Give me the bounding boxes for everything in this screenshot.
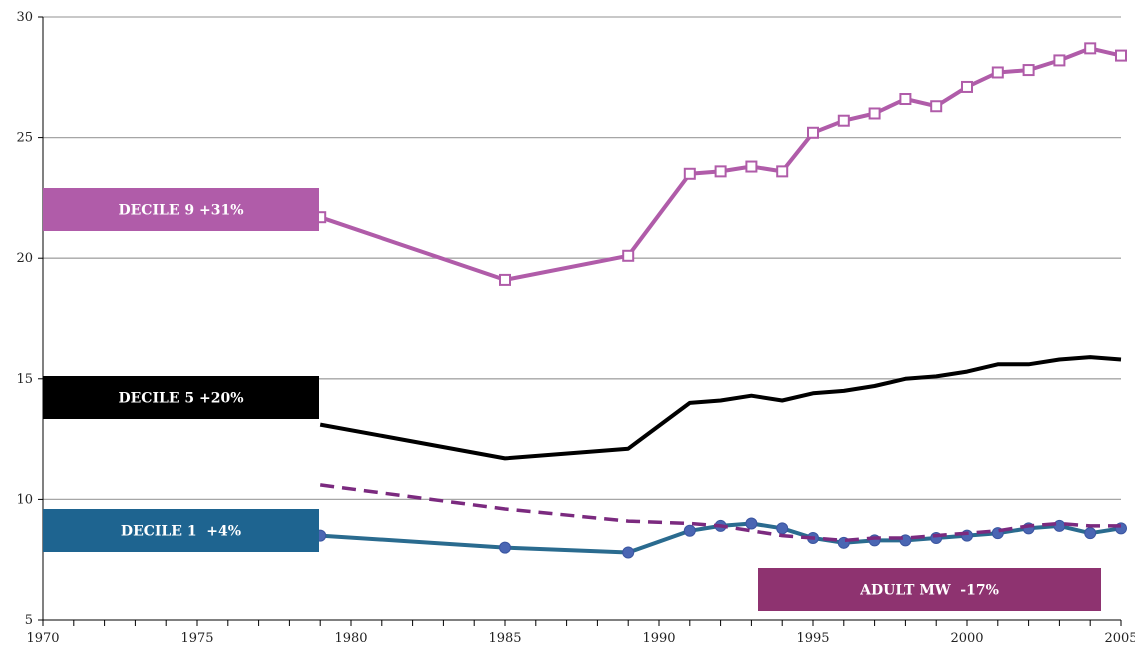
y-tick-label: 10	[16, 492, 33, 507]
data-point	[1022, 64, 1035, 77]
series-line-1	[319, 355, 1122, 461]
label-box-decile-5	[43, 376, 319, 419]
label-decile-5: DECILE 5 +20%	[118, 391, 243, 407]
label-decile-9: DECILE 9 +31%	[118, 203, 243, 219]
x-tick-label: 1980	[334, 631, 367, 646]
data-point	[837, 114, 850, 127]
x-tick-label: 2000	[950, 631, 983, 646]
data-point	[776, 522, 789, 535]
label-decile-1: DECILE 1 +4%	[121, 524, 241, 540]
x-tick-label: 2005	[1104, 631, 1135, 646]
data-point	[683, 524, 696, 537]
data-point	[622, 249, 635, 262]
x-tick-label: 1970	[26, 631, 59, 646]
label-box-adult-mw	[758, 568, 1101, 611]
series-lines	[314, 42, 1127, 559]
data-point	[745, 517, 758, 530]
label-box-decile-1	[43, 509, 319, 552]
data-point	[1115, 49, 1127, 62]
data-point	[899, 93, 912, 106]
y-tick-label: 5	[25, 613, 33, 628]
y-tick-label: 25	[16, 131, 33, 146]
x-tick-label: 1995	[796, 631, 829, 646]
label-box-decile-9	[43, 188, 319, 231]
data-point	[961, 80, 973, 93]
data-point	[1053, 519, 1066, 532]
data-point	[499, 541, 511, 554]
data-point	[776, 165, 789, 178]
data-point	[499, 273, 511, 286]
axes: 5 10 15 20 25 30 1970 1975 1980 1985 1990 1995 2000 2…	[16, 10, 1135, 646]
data-point	[745, 160, 758, 173]
y-tick-label: 30	[16, 10, 33, 25]
series-line-3	[319, 483, 1121, 543]
data-point	[1084, 42, 1097, 55]
data-point	[1084, 527, 1097, 540]
data-point	[868, 107, 881, 120]
x-tick-label: 1975	[180, 631, 213, 646]
data-point	[683, 167, 696, 180]
label-adult-mw: ADULT MW -17%	[859, 583, 999, 599]
y-tick-label: 20	[16, 251, 33, 266]
data-point	[714, 165, 727, 178]
data-point	[930, 100, 943, 113]
x-tick-label: 1985	[488, 631, 521, 646]
gridlines	[43, 16, 1121, 501]
data-point	[622, 546, 635, 559]
series-label-boxes: DECILE 9 +31% DECILE 5 +20% DECILE 1 +4%…	[43, 188, 1101, 611]
data-point	[991, 66, 1004, 79]
x-tick-label: 1990	[642, 631, 675, 646]
data-point	[1053, 54, 1066, 67]
data-point	[807, 126, 819, 139]
y-tick-label: 15	[16, 372, 33, 387]
series-line-0	[319, 46, 1122, 282]
